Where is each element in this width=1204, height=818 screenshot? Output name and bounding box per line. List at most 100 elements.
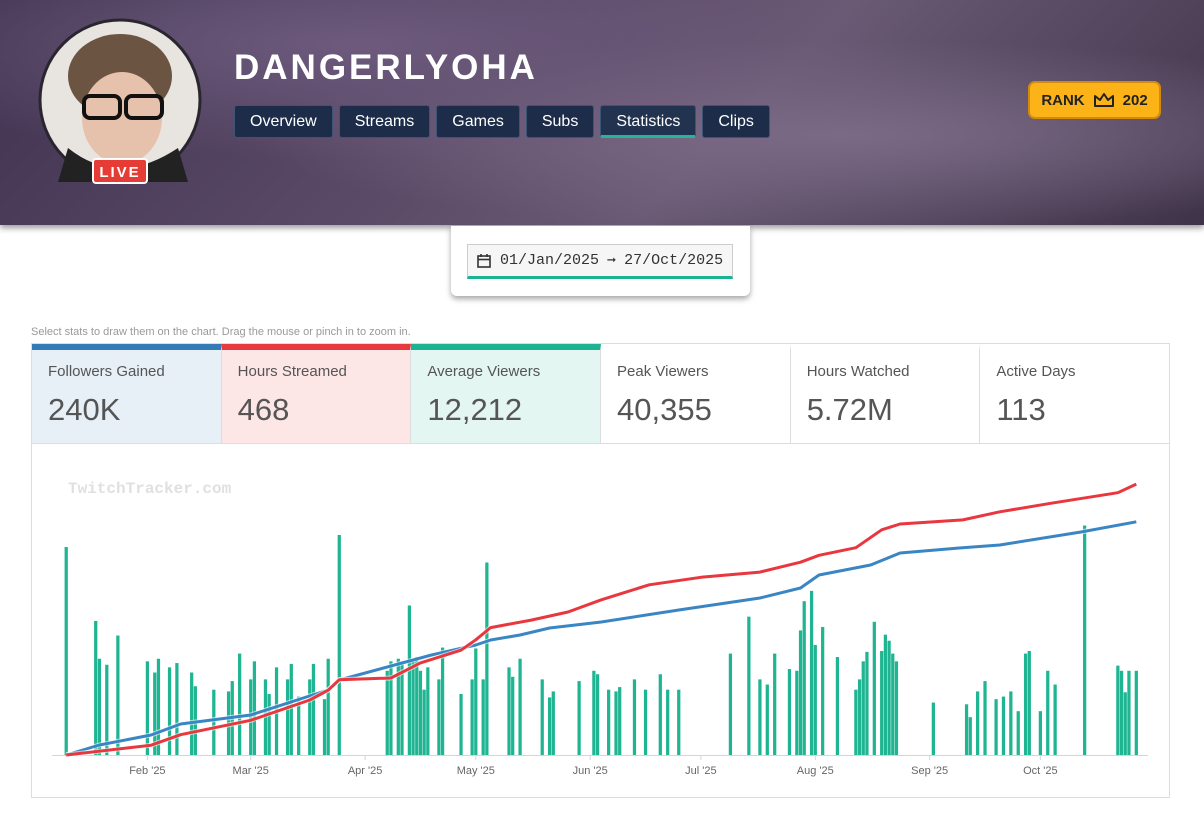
bar [880, 651, 884, 755]
bar [153, 672, 157, 755]
bar [1116, 665, 1120, 755]
stat-card[interactable]: Peak Viewers 40,355 [601, 344, 791, 443]
bar [857, 679, 862, 755]
x-tick-label: Jun '25 [573, 765, 608, 777]
bar [422, 689, 426, 755]
bar [511, 676, 515, 755]
bar [994, 699, 998, 755]
bar [821, 626, 825, 755]
bar [175, 663, 179, 755]
date-start: 01/Jan/2025 [500, 252, 600, 269]
nav-tab[interactable]: Subs [525, 105, 595, 138]
bar [983, 681, 987, 755]
stat-value: 5.72M [806, 392, 893, 427]
bar [459, 693, 463, 755]
bar [614, 691, 618, 755]
bar [758, 679, 762, 755]
bar [1027, 651, 1031, 755]
stat-card[interactable]: Average Viewers 12,212 [411, 344, 602, 443]
bar [426, 667, 430, 755]
stat-label: Average Viewers [427, 363, 541, 380]
bar [798, 630, 803, 755]
nav-tab[interactable]: Statistics [600, 105, 697, 138]
bar [400, 661, 404, 755]
bar [607, 689, 611, 755]
bar [1119, 670, 1124, 755]
stats-row: Followers Gained 240K Hours Streamed 468 Ave… [31, 343, 1170, 444]
bar [156, 658, 161, 755]
bar [64, 547, 68, 755]
bar [547, 697, 552, 755]
bar [551, 691, 555, 755]
bar [311, 663, 316, 755]
bar [267, 693, 271, 755]
bar [658, 674, 662, 755]
bar [289, 663, 293, 755]
bar [94, 620, 98, 755]
stat-value: 12,212 [427, 392, 523, 427]
bar [385, 670, 389, 755]
bar [765, 684, 769, 755]
nav-tab[interactable]: Overview [234, 105, 333, 138]
hint-text: Select stats to draw them on the chart. … [31, 326, 411, 338]
bar [894, 661, 899, 755]
x-tick-label: Jul '25 [685, 765, 716, 777]
bar [1038, 711, 1042, 755]
x-tick-label: Aug '25 [797, 765, 834, 777]
bar [891, 653, 895, 755]
bar [1127, 670, 1131, 755]
bar [677, 689, 681, 755]
chart-box: TwitchTracker.com Feb '25 Mar '25 Apr '25 Ma… [31, 443, 1170, 798]
bar [167, 667, 172, 755]
bar [1123, 692, 1127, 755]
bar [666, 689, 670, 755]
bar [437, 679, 441, 755]
nav-tab[interactable]: Streams [338, 105, 431, 138]
bar [795, 670, 799, 755]
stat-card[interactable]: Active Days 113 [980, 344, 1169, 443]
stat-card[interactable]: Followers Gained 240K [32, 344, 222, 443]
bar [1023, 653, 1028, 755]
live-badge: LIVE [92, 158, 148, 184]
bar [1009, 691, 1013, 755]
x-tick-label: May '25 [457, 765, 495, 777]
stat-value: 468 [237, 392, 290, 427]
bar [1083, 525, 1087, 755]
bar [931, 702, 935, 755]
watermark: TwitchTracker.com [68, 480, 232, 498]
arrow-icon: ➞ [607, 253, 617, 270]
line [66, 482, 1137, 757]
bar [322, 699, 327, 755]
stat-card[interactable]: Hours Watched 5.72M [791, 344, 981, 443]
bar [747, 616, 751, 755]
bar [577, 681, 581, 755]
bar [1134, 670, 1138, 755]
nav-tab[interactable]: Clips [702, 105, 770, 138]
bar [1016, 711, 1020, 755]
rank-badge: RANK 202 [1028, 81, 1161, 119]
x-tick-label: Mar '25 [233, 765, 269, 777]
line-halo [65, 519, 1137, 758]
stat-card[interactable]: Hours Streamed 468 [221, 344, 412, 443]
bar [396, 658, 400, 755]
bar [632, 679, 637, 755]
bar [418, 670, 423, 755]
bar [238, 653, 242, 755]
rank-label: RANK [1041, 91, 1085, 109]
stat-value: 40,355 [617, 392, 712, 427]
nav-tabs: Overview Streams Games Subs Statistics Clips [234, 105, 770, 138]
bar [116, 635, 120, 755]
bar [643, 689, 648, 755]
bar [407, 605, 412, 755]
bar [968, 717, 972, 755]
bar [389, 661, 393, 755]
stat-label: Peak Viewers [617, 363, 709, 380]
bar [485, 562, 489, 755]
bar [861, 661, 865, 755]
date-range-input[interactable]: 01/Jan/2025 ➞ 27/Oct/2025 [467, 244, 733, 279]
nav-tab[interactable]: Games [436, 105, 520, 138]
chart: TwitchTracker.com Feb '25 Mar '25 Apr '25 Ma… [52, 480, 1148, 777]
bar [887, 640, 891, 755]
bar [1046, 670, 1050, 755]
bar [728, 653, 733, 755]
